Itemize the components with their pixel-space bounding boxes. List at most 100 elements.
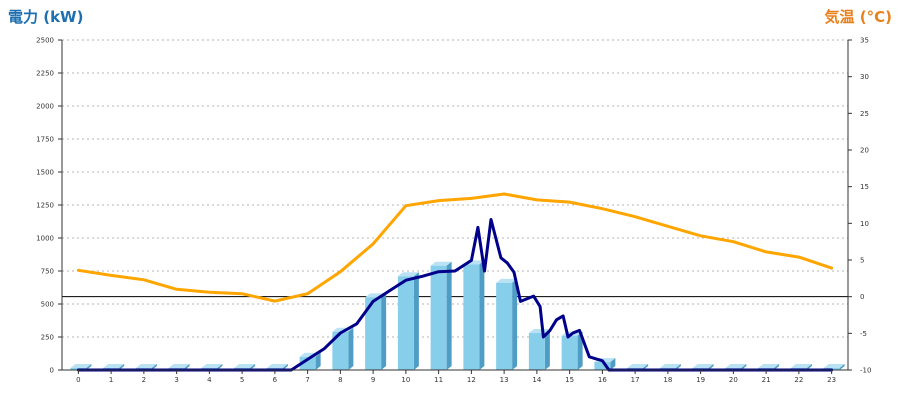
bar <box>561 331 583 370</box>
left-tick-label: 1500 <box>36 169 54 177</box>
x-tick-label: 21 <box>762 376 771 384</box>
bar-front-face <box>299 356 316 370</box>
bar-top-face <box>234 364 256 368</box>
left-tick-label: 2250 <box>36 70 54 78</box>
right-tick-label: 25 <box>860 110 869 118</box>
bar-top-face <box>70 364 92 368</box>
bar-top-face <box>201 364 223 368</box>
bar-series <box>70 260 845 370</box>
bar <box>430 261 452 370</box>
x-tick-label: 2 <box>142 376 146 384</box>
bar-top-face <box>758 364 780 368</box>
bar-top-face <box>103 364 125 368</box>
right-tick-label: 20 <box>860 147 869 155</box>
right-tick-label: -5 <box>860 330 867 338</box>
bar <box>365 293 387 370</box>
bar-front-face <box>365 297 382 370</box>
x-tick-label: 17 <box>631 376 640 384</box>
x-tick-label: 14 <box>532 376 541 384</box>
bar-top-face <box>528 329 550 334</box>
left-axis-title: 電力 (kW) <box>8 8 83 26</box>
x-tick-label: 20 <box>729 376 738 384</box>
bar-front-face <box>463 264 480 370</box>
x-tick-label: 3 <box>174 376 178 384</box>
tick-labels: 02505007501000125015001750200022502500-1… <box>36 37 871 385</box>
x-tick-label: 22 <box>794 376 803 384</box>
bar-front-face <box>397 276 414 370</box>
bar-front-face <box>594 362 611 370</box>
right-tick-label: -10 <box>860 367 871 375</box>
bar-side-face <box>315 352 321 370</box>
x-tick-label: 4 <box>207 376 212 384</box>
bar <box>463 260 485 370</box>
x-tick-label: 8 <box>338 376 342 384</box>
x-tick-label: 1 <box>109 376 113 384</box>
x-tick-label: 10 <box>401 376 410 384</box>
bar-side-face <box>839 364 845 370</box>
bar-front-face <box>430 265 447 370</box>
left-tick-label: 0 <box>50 367 54 375</box>
x-tick-label: 5 <box>240 376 244 384</box>
temperature-line <box>76 192 834 303</box>
x-tick-label: 7 <box>305 376 309 384</box>
x-tick-label: 23 <box>827 376 836 384</box>
left-tick-label: 750 <box>41 268 54 276</box>
bar-top-face <box>135 364 157 368</box>
bar-side-face <box>413 272 419 370</box>
bar-top-face <box>659 364 681 368</box>
right-axis-title: 気温 (°C) <box>825 8 892 26</box>
bar-top-face <box>823 364 845 368</box>
bar-top-face <box>627 364 649 368</box>
grid <box>62 39 848 338</box>
left-tick-label: 1000 <box>36 235 54 243</box>
x-tick-label: 16 <box>598 376 607 384</box>
bar-top-face <box>790 364 812 368</box>
power-line <box>76 218 834 372</box>
left-tick-label: 2500 <box>36 37 54 45</box>
bar-side-face <box>610 358 616 370</box>
left-tick-label: 250 <box>41 334 54 342</box>
bar-top-face <box>168 364 190 368</box>
left-tick-label: 1750 <box>36 136 54 144</box>
x-tick-label: 11 <box>434 376 443 384</box>
axes <box>61 40 849 371</box>
right-tick-label: 15 <box>860 183 869 191</box>
right-tick-label: 30 <box>860 73 869 81</box>
right-tick-label: 35 <box>860 37 869 45</box>
right-tick-label: 0 <box>860 293 864 301</box>
bar-top-face <box>692 364 714 368</box>
left-tick-label: 2000 <box>36 103 54 111</box>
bar-front-face <box>528 333 545 370</box>
bar-top-face <box>496 278 518 283</box>
x-tick-label: 0 <box>76 376 80 384</box>
left-tick-label: 500 <box>41 301 54 309</box>
bar-top-face <box>266 364 288 368</box>
bar-top-face <box>725 364 747 368</box>
bar <box>397 272 419 370</box>
right-tick-label: 10 <box>860 220 869 228</box>
bar-side-face <box>446 261 452 370</box>
line-series <box>76 192 834 372</box>
bar <box>496 278 518 370</box>
bar-top-face <box>397 272 419 277</box>
bar-side-face <box>577 331 583 370</box>
bar-side-face <box>512 278 518 370</box>
x-tick-label: 12 <box>467 376 476 384</box>
bar-top-face <box>430 261 452 266</box>
x-tick-label: 9 <box>371 376 375 384</box>
bar <box>332 327 354 370</box>
x-tick-label: 13 <box>500 376 509 384</box>
bar-side-face <box>544 329 550 370</box>
x-tick-label: 6 <box>273 376 278 384</box>
bar-side-face <box>348 327 354 370</box>
right-tick-label: 5 <box>860 257 864 265</box>
bar-front-face <box>332 331 349 370</box>
left-tick-label: 1250 <box>36 202 54 210</box>
x-tick-label: 18 <box>663 376 672 384</box>
bar <box>528 329 550 370</box>
bar-front-face <box>496 282 513 370</box>
x-tick-label: 19 <box>696 376 705 384</box>
x-tick-label: 15 <box>565 376 574 384</box>
